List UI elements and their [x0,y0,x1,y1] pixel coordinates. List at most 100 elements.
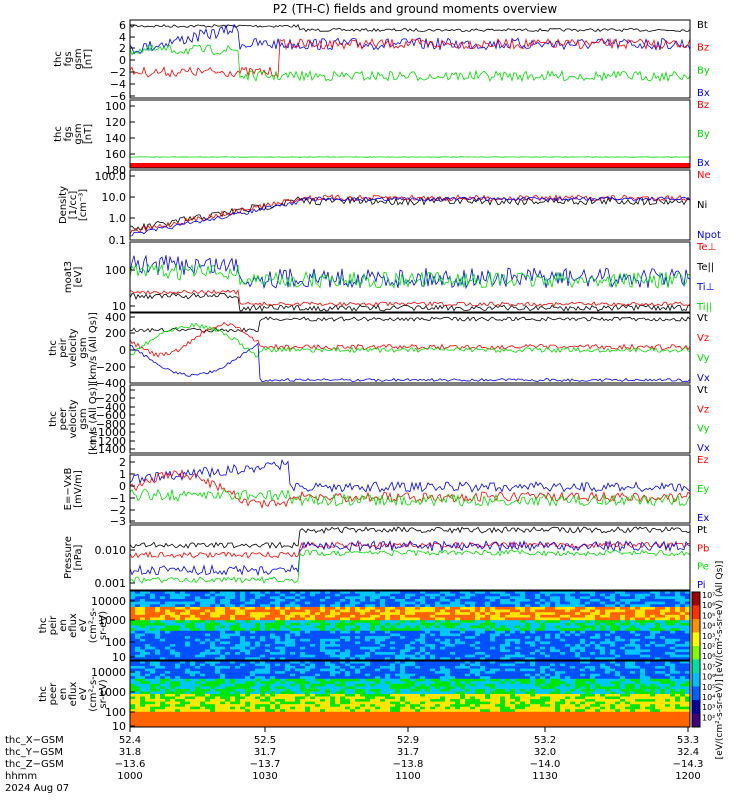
spectrogram-cell [385,673,391,677]
spectrogram-cell [160,663,166,667]
y-tick-label: −2 [110,66,126,79]
spectrogram-cell [220,676,226,679]
spectrogram-cell [615,641,621,645]
spectrogram-cell [135,676,141,679]
spectrogram-cell [385,691,391,695]
spectrogram-cell [455,636,461,640]
spectrogram-cell [395,663,401,667]
spectrogram-cell [570,617,576,621]
spectrogram-cell [380,676,386,679]
spectrogram-cell [660,671,666,674]
spectrogram-cell [520,678,526,682]
spectrogram-cell [225,604,231,608]
spectrogram-cell [220,666,226,669]
spectrogram-cell [320,628,326,632]
spectrogram-cell [555,599,561,602]
spectrogram-cell [215,609,221,613]
spectrogram-cell [350,591,356,594]
y-axis-label: peer [58,407,69,431]
spectrogram-cell [340,630,346,634]
spectrogram-cell [595,657,601,661]
spectrogram-cell [145,599,151,602]
spectrogram-cell [565,599,571,602]
spectrogram-cell [325,606,331,610]
spectrogram-cell [380,646,386,650]
spectrogram-cell [175,673,181,677]
spectrogram-cell [615,628,621,632]
spectrogram-cell [620,668,626,672]
spectrogram-cell [280,671,286,674]
spectrogram-cell [210,614,216,618]
spectrogram-cell [675,663,681,667]
spectrogram-cell [470,591,476,594]
spectrogram-cell [680,641,686,645]
spectrogram-cell [430,666,436,669]
spectrogram-cell [165,622,171,626]
spectrogram-cell [660,604,666,608]
spectrogram-cell [515,649,521,653]
spectrogram-cell [670,688,676,692]
spectrogram-cell [630,622,636,626]
spectrogram-cell [640,652,646,655]
spectrogram-cell [405,686,411,690]
legend-label-black: Bt [697,20,708,31]
spectrogram-cell [495,668,501,672]
spectrogram-cell [205,636,211,640]
spectrogram-cell [420,668,426,672]
spectrogram-cell [615,633,621,637]
y-axis-label: velocity [68,399,79,438]
spectrogram-cell [330,701,336,705]
spectrogram-cell [305,676,311,679]
spectrogram-cell [590,591,596,594]
spectrogram-cell [585,636,591,640]
spectrogram-cell [365,688,371,692]
spectrogram-cell [250,668,256,672]
spectrogram-cell [455,654,461,658]
spectrogram-cell [230,641,236,645]
spectrogram-cell [390,699,396,702]
spectrogram-cell [430,641,436,645]
spectrogram-cell [500,688,506,692]
spectrogram-cell [500,646,506,650]
spectrogram-cell [480,612,486,616]
spectrogram-cell [535,601,541,605]
spectrogram-cell [165,652,171,655]
spectrogram-cell [430,617,436,621]
spectrogram-cell [495,604,501,608]
spectrogram-cell [130,657,136,661]
spectrogram-cell [445,596,451,600]
spectrogram-cell [490,661,496,664]
spectrogram-cell [280,630,286,634]
spectrogram-cell [680,686,686,690]
spectrogram-cell [395,606,401,610]
spectrogram-cell [360,691,366,695]
spectrogram-cell [340,646,346,650]
spectrogram-cell [290,604,296,608]
spectrogram-cell [370,668,376,672]
spectrogram-cell [250,661,256,664]
spectrogram-cell [420,696,426,700]
spectrogram-cell [635,617,641,621]
spectrogram-cell [660,620,666,624]
spectrogram-cell [380,636,386,640]
spectrogram-cell [370,657,376,661]
spectrogram-cell [365,591,371,594]
spectrogram-cell [160,593,166,597]
spectrogram-cell [160,646,166,650]
spectrogram-cell [205,625,211,629]
spectrogram-cell [245,686,251,690]
spectrogram-cell [535,666,541,669]
spectrogram-cell [400,628,406,632]
spectrogram-cell [300,686,306,690]
spectrogram-cell [595,661,601,664]
spectrogram-cell [245,612,251,616]
spectrogram-cell [285,686,291,690]
spectrogram-cell [350,601,356,605]
spectrogram-cell [160,609,166,613]
spectrogram-cell [285,673,291,677]
spectrogram-cell [670,620,676,624]
spectrogram-cell [515,688,521,692]
spectrogram-cell [450,614,456,618]
spectrogram-cell [590,654,596,658]
